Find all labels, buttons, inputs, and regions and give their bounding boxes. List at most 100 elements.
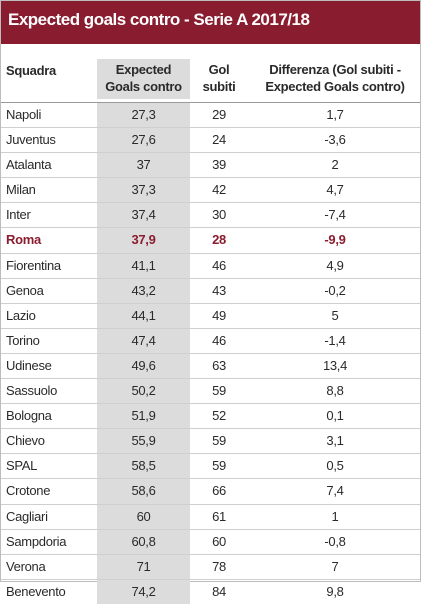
table-row: Genoa 43,2 43 -0,2 <box>1 278 420 304</box>
team-cell: Torino <box>6 332 40 348</box>
gol-cell: 49 <box>212 307 226 323</box>
gol-cell: 84 <box>212 583 226 599</box>
expected-cell: 37,4 <box>97 203 190 228</box>
diff-cell: 7,4 <box>326 483 344 499</box>
expected-cell: 37,3 <box>97 178 190 203</box>
gol-cell: 39 <box>212 157 226 173</box>
team-cell: Napoli <box>6 107 42 122</box>
gol-cell: 46 <box>212 332 226 348</box>
gol-cell: 24 <box>212 132 226 148</box>
team-cell: Fiorentina <box>6 257 61 273</box>
team-cell: Sampdoria <box>6 533 67 549</box>
column-header-expected-line2: Goals contro <box>105 79 182 94</box>
diff-cell: -3,6 <box>324 132 346 148</box>
diff-cell: 9,8 <box>326 583 344 599</box>
expected-cell: 44,1 <box>97 303 190 328</box>
diff-cell: 8,8 <box>326 383 344 399</box>
team-cell: Atalanta <box>6 157 52 173</box>
gol-cell: 42 <box>212 182 226 198</box>
diff-cell: 2 <box>331 157 339 173</box>
expected-cell: 58,5 <box>97 454 190 479</box>
table-row: Verona 71 78 7 <box>1 554 420 580</box>
table-row: Milan 37,3 42 4,7 <box>1 178 420 204</box>
diff-cell: 4,7 <box>326 182 344 198</box>
team-cell: Cagliari <box>6 508 48 524</box>
diff-cell: 0,1 <box>326 408 344 424</box>
expected-cell: 71 <box>97 554 190 579</box>
team-cell: SPAL <box>6 458 38 474</box>
table-row: Crotone 58,6 66 7,4 <box>1 479 420 505</box>
diff-cell: 0,5 <box>326 458 344 474</box>
gol-cell: 59 <box>212 383 226 399</box>
page-title: Expected goals contro - Serie A 2017/18 <box>8 10 310 29</box>
expected-cell: 60,8 <box>97 529 190 554</box>
team-cell: Genoa <box>6 282 44 298</box>
column-header-gol-line2: subiti <box>202 79 236 94</box>
expected-cell: 49,6 <box>97 353 190 379</box>
expected-cell: 60 <box>97 504 190 529</box>
expected-cell: 41,1 <box>97 253 190 278</box>
diff-cell: 7 <box>331 558 339 574</box>
gol-cell: 60 <box>212 533 226 549</box>
team-cell: Roma <box>6 232 41 248</box>
gol-cell: 46 <box>212 257 226 273</box>
diff-cell: -0,8 <box>324 533 346 549</box>
gol-cell: 61 <box>212 508 226 524</box>
column-header-diff-line1: Differenza (Gol subiti - <box>269 62 401 77</box>
team-cell: Milan <box>6 182 36 198</box>
expected-cell: 27,3 <box>97 103 190 128</box>
table-row: Benevento 74,2 84 9,8 <box>1 579 420 604</box>
table-row: Sassuolo 50,2 59 8,8 <box>1 379 420 405</box>
expected-cell: 37 <box>97 153 190 178</box>
table-row: Chievo 55,9 59 3,1 <box>1 429 420 455</box>
diff-cell: -7,4 <box>324 207 346 223</box>
expected-cell: 58,6 <box>97 479 190 504</box>
diff-cell: 4,9 <box>326 257 344 273</box>
column-header-team: Squadra <box>6 63 56 78</box>
table-row: Roma 37,9 28 -9,9 <box>1 228 420 254</box>
expected-cell: 37,9 <box>97 228 190 253</box>
team-cell: Sassuolo <box>6 383 58 399</box>
diff-cell: -9,9 <box>324 232 346 248</box>
team-cell: Bologna <box>6 408 52 424</box>
gol-cell: 59 <box>212 458 226 474</box>
expected-cell: 50,2 <box>97 379 190 404</box>
gol-cell: 29 <box>212 107 226 122</box>
table-body: Napoli 27,3 29 1,7 Juventus 27,6 24 -3,6 Atalant… <box>1 103 420 604</box>
team-cell: Lazio <box>6 307 36 323</box>
diff-cell: 1 <box>331 508 339 524</box>
gol-cell: 63 <box>212 357 226 373</box>
column-header-expected: Expected Goals contro <box>97 59 190 99</box>
team-cell: Inter <box>6 207 31 223</box>
team-cell: Juventus <box>6 132 56 148</box>
table-row: Udinese 49,6 63 13,4 <box>1 353 420 380</box>
expected-cell: 74,2 <box>97 579 190 604</box>
team-cell: Benevento <box>6 583 66 599</box>
gol-cell: 78 <box>212 558 226 574</box>
gol-cell: 43 <box>212 282 226 298</box>
diff-cell: 3,1 <box>326 433 344 449</box>
diff-cell: 13,4 <box>322 357 348 373</box>
column-header-gol-line1: Gol <box>208 62 230 77</box>
gol-cell: 66 <box>212 483 226 499</box>
table-row: SPAL 58,5 59 0,5 <box>1 454 420 480</box>
table-row: Torino 47,4 46 -1,4 <box>1 328 420 354</box>
table-row: Sampdoria 60,8 60 -0,8 <box>1 529 420 555</box>
gol-cell: 30 <box>212 207 226 223</box>
team-cell: Verona <box>6 558 46 574</box>
diff-cell: -1,4 <box>324 332 346 348</box>
diff-cell: -0,2 <box>324 282 346 298</box>
table-row: Juventus 27,6 24 -3,6 <box>1 128 420 154</box>
diff-cell: 1,7 <box>326 107 344 122</box>
gol-cell: 28 <box>212 232 226 248</box>
expected-cell: 55,9 <box>97 429 190 454</box>
team-cell: Chievo <box>6 433 45 449</box>
table-row: Lazio 44,1 49 5 <box>1 303 420 329</box>
team-cell: Udinese <box>6 357 52 373</box>
table-row: Napoli 27,3 29 1,7 <box>1 103 420 129</box>
title-bar: Expected goals contro - Serie A 2017/18 <box>1 1 420 44</box>
expected-cell: 27,6 <box>97 128 190 153</box>
table-row: Cagliari 60 61 1 <box>1 504 420 530</box>
column-header-diff: Differenza (Gol subiti - Expected Goals … <box>253 61 417 95</box>
